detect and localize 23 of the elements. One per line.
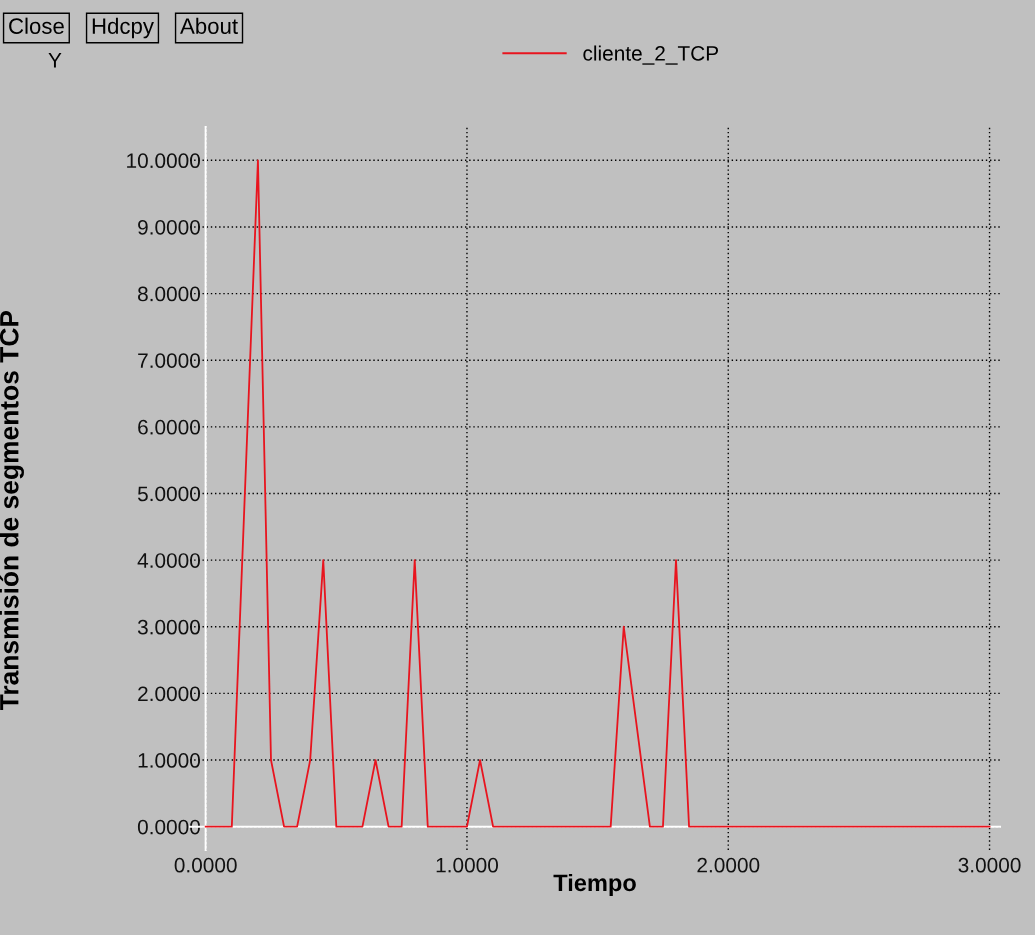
x-axis-title: Tiempo bbox=[553, 873, 636, 896]
y-tick-label: 8.0000 bbox=[138, 286, 201, 302]
x-tick-label: 0.0000 bbox=[174, 857, 237, 873]
x-tick-label: 3.0000 bbox=[958, 857, 1021, 873]
y-axis-title: Transmisión de segmentos TCP bbox=[0, 310, 24, 711]
legend-label: cliente_2_TCP bbox=[583, 45, 719, 65]
line-series bbox=[204, 159, 991, 828]
x-tick-label: 2.0000 bbox=[697, 857, 760, 873]
y-tick-label: 3.0000 bbox=[137, 619, 201, 635]
y-tick-label: 9.0000 bbox=[138, 219, 201, 235]
text: Hdcpy bbox=[92, 17, 154, 39]
y-tick-label: 2.0000 bbox=[138, 686, 201, 702]
y-tick-label: 7.0000 bbox=[138, 353, 201, 368]
y-tick-label: 1.0000 bbox=[138, 753, 201, 768]
y-tick-label: 0.0000 bbox=[137, 819, 201, 835]
y-tick-label: 4.0000 bbox=[137, 553, 201, 568]
text: About bbox=[180, 17, 238, 34]
y-tick-label: 6.0000 bbox=[138, 419, 201, 435]
x-tick-label: 1.0000 bbox=[436, 857, 499, 873]
text: Y bbox=[48, 53, 62, 68]
y-tick-label: 10.0000 bbox=[127, 153, 201, 169]
text: Close bbox=[9, 17, 64, 34]
y-tick-label: 5.0000 bbox=[137, 486, 201, 502]
